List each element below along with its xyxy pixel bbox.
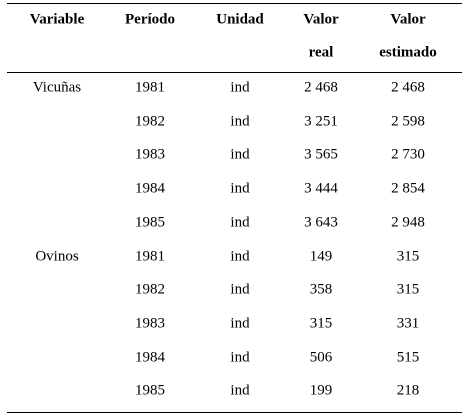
column-header: Unidad bbox=[216, 11, 264, 28]
table-cell: 315 bbox=[309, 315, 333, 332]
table-cell: 315 bbox=[396, 281, 420, 298]
table-cell: 506 bbox=[309, 349, 333, 366]
table-cell: 331 bbox=[396, 315, 420, 332]
table-cell: 2 598 bbox=[391, 113, 425, 130]
table-cell: ind bbox=[230, 248, 250, 264]
table-cell: 2 854 bbox=[391, 180, 425, 197]
table-cell: 149 bbox=[309, 248, 333, 264]
table-cell: 315 bbox=[396, 248, 420, 264]
table-cell: 2 948 bbox=[391, 214, 425, 231]
header-rule bbox=[7, 72, 462, 73]
table-cell: ind bbox=[230, 382, 250, 399]
table-cell: 3 643 bbox=[304, 214, 338, 231]
table-cell: 1985 bbox=[135, 382, 165, 399]
column-header: Valor bbox=[303, 11, 339, 28]
table-cell: 1984 bbox=[135, 180, 165, 197]
table-cell: 1984 bbox=[135, 349, 165, 366]
table-cell: 2 468 bbox=[391, 79, 425, 96]
table-cell: ind bbox=[230, 79, 250, 96]
table-cell: 3 251 bbox=[304, 113, 338, 130]
table-cell: 199 bbox=[309, 382, 333, 399]
column-header: real bbox=[308, 44, 334, 61]
table-cell: ind bbox=[230, 214, 250, 231]
table-cell: 358 bbox=[309, 281, 333, 298]
table-cell: 1985 bbox=[135, 214, 165, 231]
table-cell: 1981 bbox=[135, 248, 165, 264]
table-cell: 218 bbox=[396, 382, 420, 399]
column-header: Valor bbox=[390, 11, 426, 28]
table-cell: 1982 bbox=[135, 113, 165, 130]
table-cell: ind bbox=[230, 349, 250, 366]
column-header: Variable bbox=[29, 11, 85, 28]
bottom-rule bbox=[7, 412, 462, 413]
table-cell: ind bbox=[230, 113, 250, 130]
variable-cell: Ovinos bbox=[35, 248, 79, 264]
table-cell: ind bbox=[230, 315, 250, 332]
table-cell: 515 bbox=[396, 349, 420, 366]
table-cell: 3 565 bbox=[304, 146, 338, 163]
table-cell: 2 730 bbox=[391, 146, 425, 163]
table-cell: ind bbox=[230, 146, 250, 163]
table-cell: ind bbox=[230, 180, 250, 197]
column-header: estimado bbox=[379, 44, 437, 61]
table-cell: 1983 bbox=[135, 315, 165, 332]
variable-cell: Vicuñas bbox=[32, 79, 82, 96]
column-header: Período bbox=[125, 11, 175, 28]
table-cell: 1983 bbox=[135, 146, 165, 163]
top-rule bbox=[7, 3, 462, 4]
table-cell: 1982 bbox=[135, 281, 165, 298]
table-cell: ind bbox=[230, 281, 250, 298]
table-cell: 2 468 bbox=[304, 79, 338, 96]
table-cell: 3 444 bbox=[304, 180, 338, 197]
table-cell: 1981 bbox=[135, 79, 165, 96]
